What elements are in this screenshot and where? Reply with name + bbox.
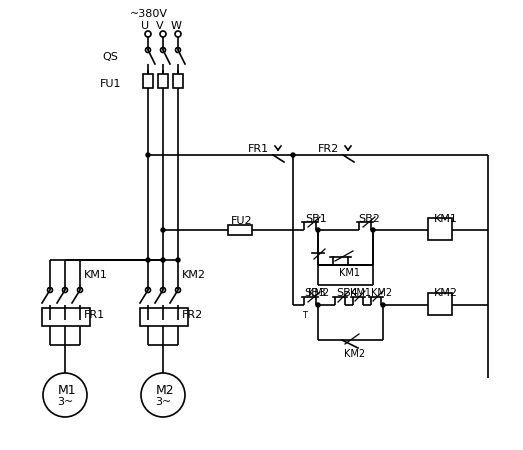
Bar: [428, 218, 452, 240]
Text: KM1KM2: KM1KM2: [350, 288, 392, 298]
Text: FU1: FU1: [100, 79, 121, 89]
Circle shape: [371, 228, 375, 232]
Text: KM2: KM2: [434, 288, 458, 298]
Circle shape: [316, 228, 320, 232]
Text: SB3: SB3: [304, 288, 326, 298]
Text: KM1: KM1: [339, 268, 360, 278]
Circle shape: [48, 288, 52, 292]
Circle shape: [63, 288, 67, 292]
Circle shape: [146, 153, 150, 157]
Circle shape: [176, 258, 180, 262]
Circle shape: [161, 228, 165, 232]
Circle shape: [381, 303, 385, 307]
Text: W: W: [171, 21, 182, 31]
Text: KM1: KM1: [434, 214, 458, 224]
Circle shape: [160, 31, 166, 37]
Text: ~380V: ~380V: [130, 9, 168, 19]
Bar: [42, 308, 90, 326]
Text: 3~: 3~: [57, 397, 73, 407]
Circle shape: [77, 288, 83, 292]
Text: KM2: KM2: [182, 270, 206, 280]
Text: KM1: KM1: [84, 270, 108, 280]
Text: FR1: FR1: [248, 144, 269, 154]
Bar: [228, 225, 252, 235]
Circle shape: [161, 288, 165, 292]
Bar: [173, 74, 183, 88]
Circle shape: [141, 373, 185, 417]
Text: FR1: FR1: [84, 310, 105, 320]
Text: V: V: [156, 21, 164, 31]
Text: FR2: FR2: [318, 144, 339, 154]
Text: KM2: KM2: [344, 349, 365, 359]
Bar: [428, 293, 452, 315]
Text: 3~: 3~: [155, 397, 171, 407]
Text: SB2: SB2: [358, 214, 380, 224]
Circle shape: [146, 258, 150, 262]
Text: FU2: FU2: [231, 216, 253, 226]
Bar: [158, 74, 168, 88]
Text: QS: QS: [102, 52, 118, 62]
Circle shape: [176, 288, 180, 292]
Text: SB4: SB4: [336, 288, 358, 298]
Text: M2: M2: [156, 383, 175, 396]
Bar: [140, 308, 188, 326]
Text: T: T: [302, 310, 307, 320]
Text: FR2: FR2: [182, 310, 203, 320]
Circle shape: [145, 288, 151, 292]
Text: M1: M1: [58, 383, 77, 396]
Circle shape: [43, 373, 87, 417]
Text: SB1: SB1: [305, 214, 327, 224]
Circle shape: [176, 48, 180, 53]
Circle shape: [291, 153, 295, 157]
Circle shape: [161, 48, 165, 53]
Circle shape: [316, 303, 320, 307]
Text: U: U: [141, 21, 149, 31]
Text: KM2: KM2: [308, 288, 329, 298]
Bar: [143, 74, 153, 88]
Circle shape: [175, 31, 181, 37]
Circle shape: [145, 48, 151, 53]
Circle shape: [161, 258, 165, 262]
Circle shape: [145, 31, 151, 37]
